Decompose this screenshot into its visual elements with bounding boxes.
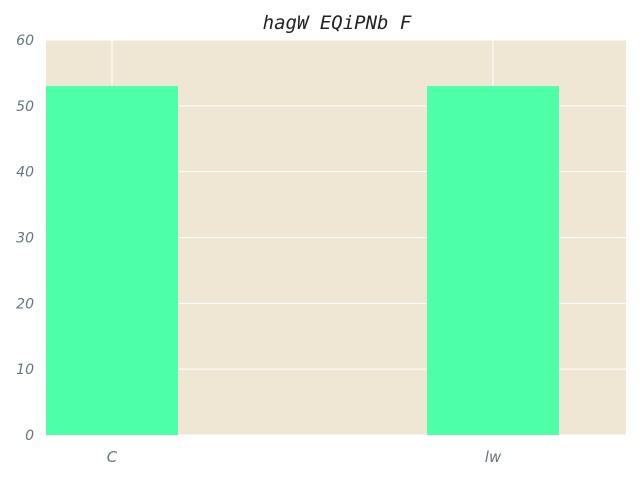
y-axis-ticks: 0 10 20 30 40 50 60 [16,33,34,444]
bars [46,86,559,435]
chart-title: hagW EQiPNb F [263,12,412,34]
y-tick-label: 20 [16,296,34,312]
y-tick-label: 10 [16,362,34,378]
y-tick-label: 40 [16,165,34,181]
y-tick-label: 50 [16,99,34,115]
x-tick-label: C [107,448,118,466]
x-tick-label: lw [485,448,502,466]
y-tick-label: 0 [25,428,34,444]
y-tick-label: 60 [16,33,34,49]
bar-lw [427,86,559,435]
y-tick-label: 30 [16,231,34,247]
bar-C [46,86,178,435]
